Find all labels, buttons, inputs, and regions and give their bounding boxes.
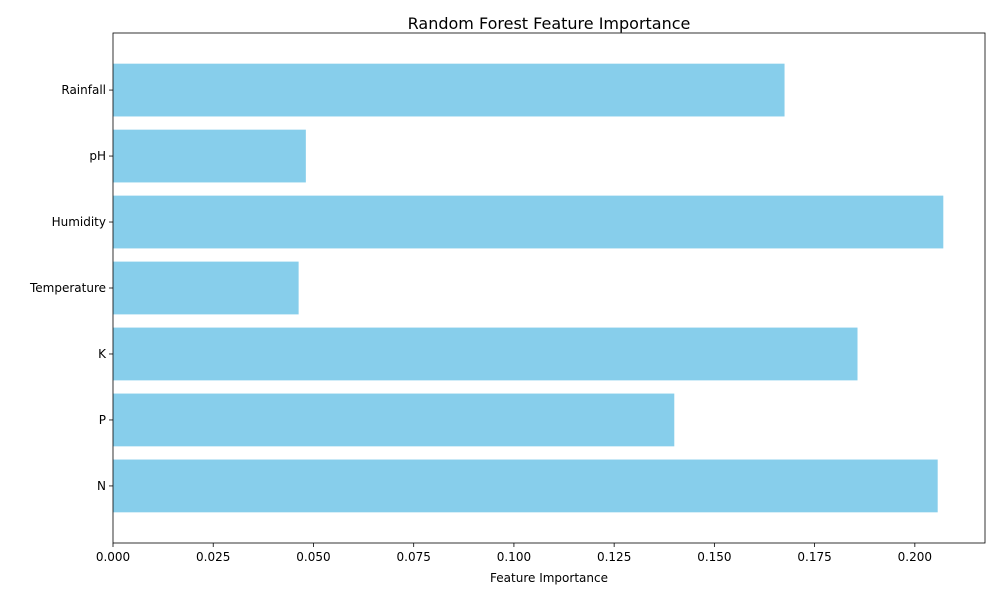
y-tick-label: Humidity	[52, 215, 106, 229]
y-axis-ticks: N P K Temperature Humidity pH Rainfall	[29, 83, 113, 493]
y-tick-label: N	[97, 479, 106, 493]
bar-humidity	[113, 195, 944, 249]
x-tick-label: 0.000	[96, 550, 130, 564]
x-tick-label: 0.050	[296, 550, 330, 564]
bar-ph	[113, 129, 306, 183]
bar-p	[113, 393, 675, 447]
bar-n	[113, 459, 938, 513]
bar-temperature	[113, 261, 299, 315]
bar-rainfall	[113, 63, 785, 117]
y-tick-label: pH	[89, 149, 106, 163]
x-tick-label: 0.100	[497, 550, 531, 564]
x-tick-label: 0.150	[697, 550, 731, 564]
x-tick-label: 0.200	[898, 550, 932, 564]
chart-title: Random Forest Feature Importance	[408, 14, 691, 33]
x-tick-label: 0.025	[196, 550, 230, 564]
bar-k	[113, 327, 858, 381]
plot-frame	[112, 32, 986, 544]
x-tick-label: 0.175	[797, 550, 831, 564]
x-tick-label: 0.125	[597, 550, 631, 564]
bars-group	[113, 63, 944, 513]
x-axis-ticks: 0.000 0.025 0.050 0.075 0.100 0.125 0.150 0.175…	[96, 543, 932, 564]
y-tick-label: Temperature	[29, 281, 106, 295]
y-tick-label: K	[98, 347, 107, 361]
x-axis-label: Feature Importance	[490, 571, 608, 585]
y-tick-label: Rainfall	[61, 83, 106, 97]
x-tick-label: 0.075	[397, 550, 431, 564]
y-tick-label: P	[99, 413, 106, 427]
